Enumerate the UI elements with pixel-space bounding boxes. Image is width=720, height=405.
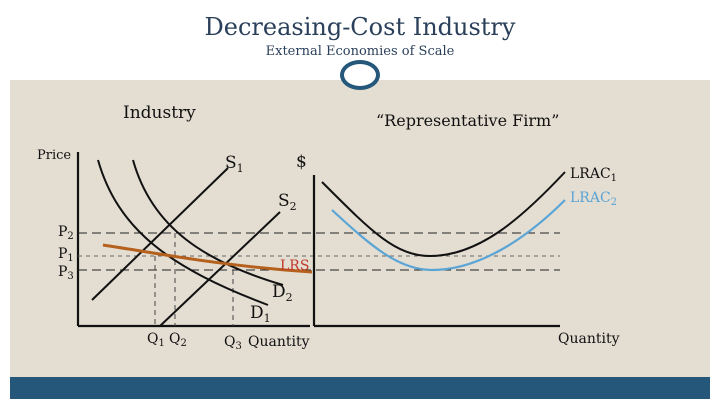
lrac2-label: LRAC2 xyxy=(570,190,617,208)
industry-x-axis-label: Quantity xyxy=(248,334,310,350)
d2-label: D2 xyxy=(272,282,293,304)
supply-curve-s1 xyxy=(91,167,229,301)
industry-y-axis-label: Price xyxy=(37,148,71,163)
lrs-label: LRS xyxy=(280,258,309,274)
industry-heading: Industry xyxy=(123,103,196,123)
s1-label: S1 xyxy=(225,153,244,175)
lrac2-curve xyxy=(331,199,566,272)
q1-label: Q1 xyxy=(147,331,165,349)
lrs-curve xyxy=(102,243,313,274)
p3-label: P3 xyxy=(58,264,74,282)
slide-content-panel xyxy=(10,80,710,377)
s2-label: S2 xyxy=(278,191,297,213)
lrac1-curve xyxy=(321,171,566,258)
firm-heading: “Representative Firm” xyxy=(376,111,559,130)
p1-label: P1 xyxy=(58,246,74,264)
q2-label: Q2 xyxy=(169,331,187,349)
demand-curve-d1 xyxy=(97,159,269,306)
q3-label: Q3 xyxy=(224,334,242,352)
slide-subtitle: External Economies of Scale xyxy=(265,44,455,59)
demand-curve-d2 xyxy=(132,159,284,286)
p2-label: P2 xyxy=(58,224,74,242)
firm-x-axis-label: Quantity xyxy=(558,331,620,347)
header-divider-ring xyxy=(340,60,380,90)
supply-curve-s2 xyxy=(159,211,281,327)
slide-title: Decreasing-Cost Industry xyxy=(204,13,516,41)
lrac1-label: LRAC1 xyxy=(570,166,617,184)
firm-y-axis-label: $ xyxy=(296,152,307,172)
slide-footer-bar xyxy=(10,377,710,399)
d1-label: D1 xyxy=(250,303,271,325)
